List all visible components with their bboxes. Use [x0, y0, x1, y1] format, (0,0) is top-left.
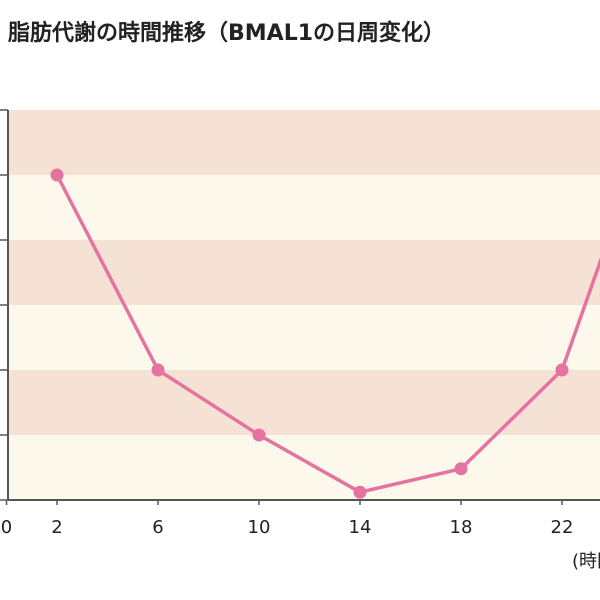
data-point [252, 428, 266, 442]
x-axis-label: (時間) [572, 551, 600, 572]
x-tick-label: 14 [349, 517, 372, 538]
band [8, 110, 600, 175]
band [8, 175, 600, 240]
x-tick-label: 18 [450, 517, 473, 538]
chart-title: 脂肪代謝の時間推移（BMAL1の日周変化） [8, 20, 445, 46]
x-tick-label: 10 [248, 517, 271, 538]
data-point [50, 168, 64, 182]
data-point [454, 462, 468, 476]
data-point [353, 485, 367, 499]
x-tick-label: 2 [51, 517, 62, 538]
band [8, 435, 600, 500]
data-point [151, 363, 165, 377]
x-tick-label: 22 [551, 517, 574, 538]
x-tick-label: 0 [1, 517, 12, 538]
data-point [555, 363, 569, 377]
band [8, 305, 600, 370]
band [8, 370, 600, 435]
x-tick-label: 6 [152, 517, 163, 538]
